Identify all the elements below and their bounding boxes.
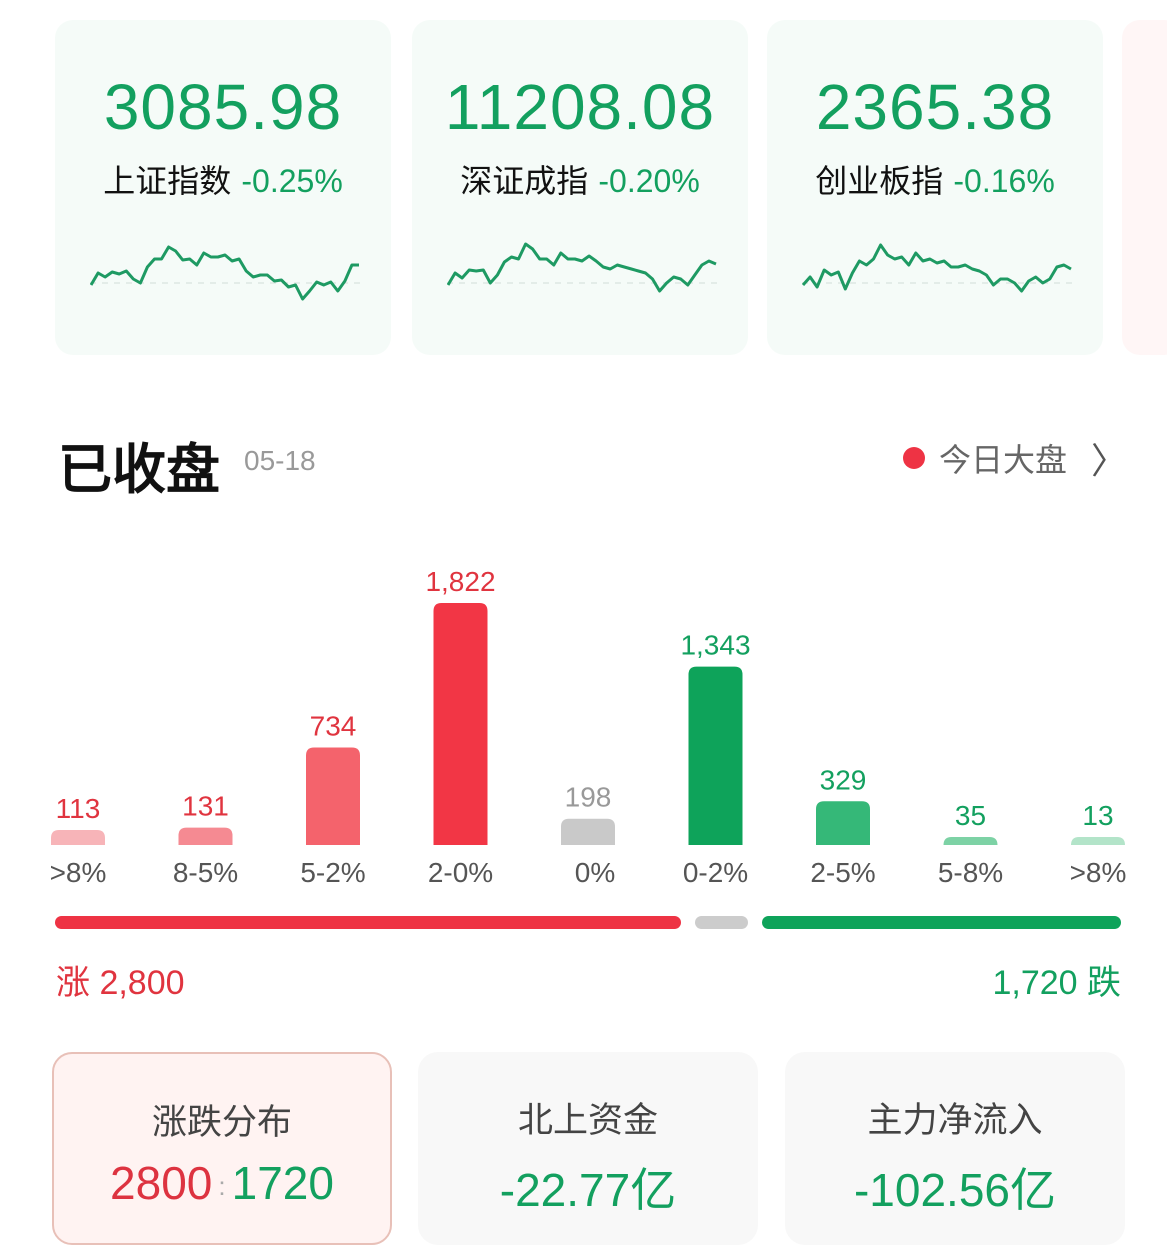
bar-value-label: 1,822 (425, 566, 495, 597)
bar-group: 1,822 2-0% (425, 566, 495, 888)
index-name: 深证成指 (460, 162, 589, 200)
today-market-label: 今日大盘 (938, 441, 1067, 479)
category-label: 2-5% (810, 857, 875, 888)
bar-group: 13 >8% (1070, 800, 1127, 888)
sparkline (447, 242, 717, 293)
card-value: -102.56亿 (853, 1164, 1056, 1216)
sparkline-path (90, 245, 359, 301)
section-title: 已收盘 (58, 438, 220, 501)
bar-value-label: 198 (565, 782, 612, 813)
index-change: -0.25% (241, 163, 343, 199)
index-name: 创业板指 (815, 162, 944, 200)
index-value: 11208.08 (444, 71, 716, 143)
flat-ratio-bar (695, 916, 748, 929)
bar (943, 837, 998, 845)
index-change: -0.16% (953, 163, 1055, 199)
bar (51, 829, 105, 845)
bar-value-label: 131 (182, 791, 229, 822)
tab-main-net-inflow[interactable]: 主力净流入 -102.56亿 (785, 1052, 1125, 1245)
category-label: >8% (50, 857, 107, 888)
bar-value-label: 734 (310, 711, 357, 742)
bar-group: 113 >8% (50, 793, 107, 888)
card-value: -22.77亿 (499, 1164, 677, 1216)
sparkline-path (802, 243, 1072, 293)
rise-ratio-bar (55, 916, 681, 929)
sparkline-path (447, 242, 717, 293)
fall-number: 1720 (231, 1157, 334, 1209)
chevron-right-icon: 〉 (1090, 441, 1127, 482)
bar-group: 131 8-5% (173, 791, 238, 888)
section-date: 05-18 (244, 445, 316, 476)
category-label: 5-2% (300, 857, 365, 888)
index-card-shenzhen[interactable]: 11208.08 深证成指 -0.20% (412, 20, 748, 355)
bar-value-label: 113 (56, 793, 101, 824)
today-market-link[interactable]: 今日大盘 〉 (902, 432, 1127, 484)
bar-group: 35 5-8% (938, 800, 1003, 888)
index-card-chinext[interactable]: 2365.38 创业板指 -0.16% (767, 20, 1103, 355)
index-card-shanghai[interactable]: 3085.98 上证指数 -0.25% (55, 20, 391, 355)
card-label: 主力净流入 (867, 1101, 1043, 1141)
bar (178, 827, 233, 845)
distribution-chart: 113 >8% 131 8-5% 734 5-2% 1,822 2-0% 198 0% 1,343 0… (50, 566, 1127, 888)
index-value: 2365.38 (815, 71, 1055, 143)
index-value: 3085.98 (103, 71, 343, 143)
bar (306, 747, 360, 845)
category-label: >8% (1070, 857, 1127, 888)
fall-count: 1,720 跌 (992, 964, 1121, 1002)
card-label: 涨跌分布 (151, 1103, 292, 1143)
bar-value-label: 13 (1082, 800, 1113, 831)
category-label: 2-0% (428, 857, 493, 888)
tab-northbound-funds[interactable]: 北上资金 -22.77亿 (418, 1052, 758, 1245)
tab-rise-fall-distribution[interactable]: 涨跌分布 2800:1720 (52, 1052, 392, 1245)
category-label: 0% (575, 857, 615, 888)
category-label: 8-5% (173, 857, 238, 888)
bar (1071, 837, 1125, 845)
live-dot-icon (902, 447, 925, 469)
category-label: 0-2% (683, 857, 748, 888)
bar (561, 818, 615, 845)
bar-value-label: 1,343 (680, 630, 750, 661)
rise-count: 涨 2,800 (56, 964, 185, 1002)
bar-group: 198 0% (561, 782, 615, 888)
index-change: -0.20% (598, 163, 700, 199)
bar-group: 1,343 0-2% (680, 630, 750, 888)
bar (433, 603, 488, 845)
fall-ratio-bar (762, 916, 1121, 929)
rise-number: 2800 (110, 1157, 213, 1209)
sparkline (90, 245, 360, 301)
bar-group: 734 5-2% (300, 711, 365, 888)
bar-value-label: 35 (955, 800, 986, 831)
card-label: 北上资金 (517, 1101, 658, 1141)
sparkline (802, 243, 1072, 293)
index-name: 上证指数 (103, 162, 232, 200)
bar-value-label: 329 (820, 764, 867, 795)
separator: : (218, 1171, 226, 1202)
index-card-partial[interactable] (1122, 20, 1167, 355)
bar (688, 666, 743, 845)
bar (816, 801, 870, 845)
category-label: 5-8% (938, 857, 1003, 888)
bar-group: 329 2-5% (810, 764, 875, 888)
